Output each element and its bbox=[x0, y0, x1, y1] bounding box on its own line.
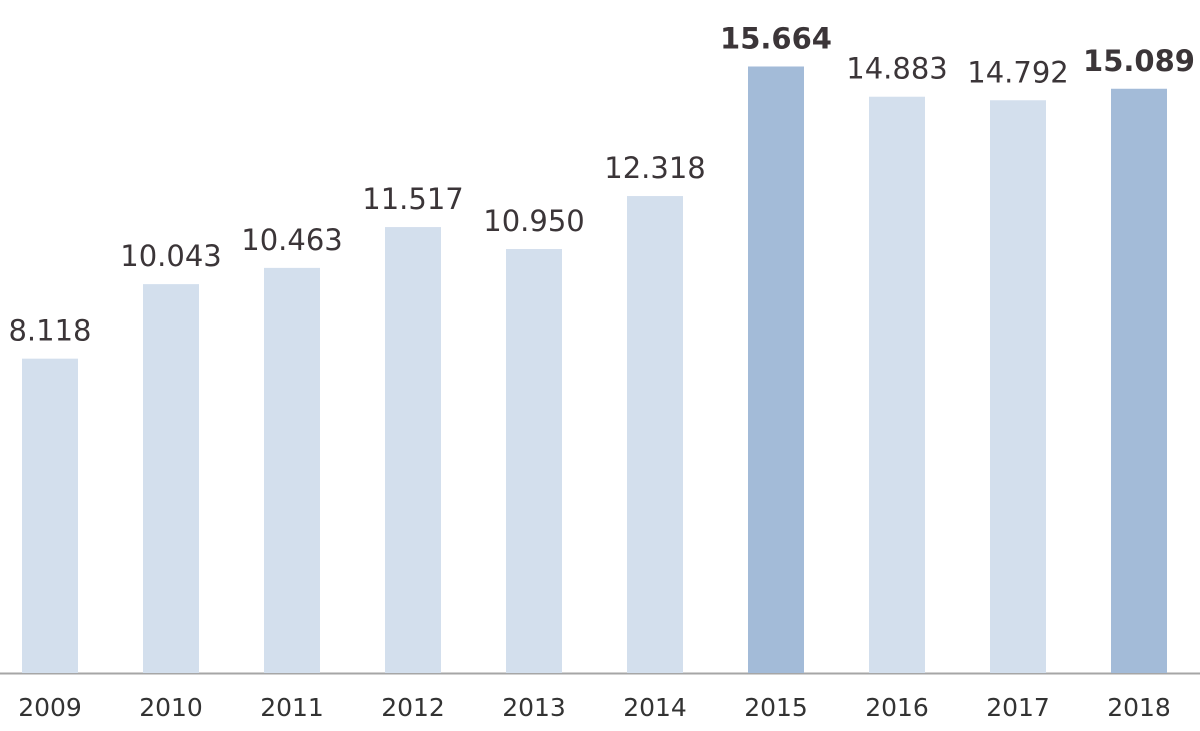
value-label: 11.517 bbox=[362, 182, 463, 216]
value-label: 15.664 bbox=[720, 21, 832, 55]
bar bbox=[385, 227, 441, 673]
value-label: 12.318 bbox=[604, 151, 705, 185]
x-tick-label: 2014 bbox=[623, 693, 687, 722]
x-tick-label: 2009 bbox=[18, 693, 82, 722]
bar bbox=[1111, 88, 1167, 674]
value-label: 10.043 bbox=[120, 239, 221, 273]
value-label: 10.463 bbox=[241, 223, 342, 257]
x-tick-label: 2015 bbox=[744, 693, 808, 722]
x-tick-label: 2018 bbox=[1107, 693, 1171, 722]
x-tick-label: 2011 bbox=[260, 693, 324, 722]
value-label: 14.792 bbox=[967, 55, 1068, 89]
bar bbox=[264, 267, 320, 673]
bar bbox=[143, 284, 199, 673]
bar bbox=[506, 249, 562, 674]
x-tick-label: 2016 bbox=[865, 693, 929, 722]
x-tick-label: 2012 bbox=[381, 693, 445, 722]
value-label: 15.089 bbox=[1083, 44, 1195, 78]
x-tick-label: 2013 bbox=[502, 693, 566, 722]
bar bbox=[990, 100, 1046, 673]
bar bbox=[627, 196, 683, 673]
value-label: 8.118 bbox=[8, 314, 91, 348]
bar bbox=[22, 358, 78, 673]
bar bbox=[748, 66, 804, 673]
x-tick-label: 2017 bbox=[986, 693, 1050, 722]
value-label: 14.883 bbox=[846, 52, 947, 86]
x-tick-label: 2010 bbox=[139, 693, 203, 722]
bar bbox=[869, 96, 925, 674]
value-label: 10.950 bbox=[483, 204, 584, 238]
